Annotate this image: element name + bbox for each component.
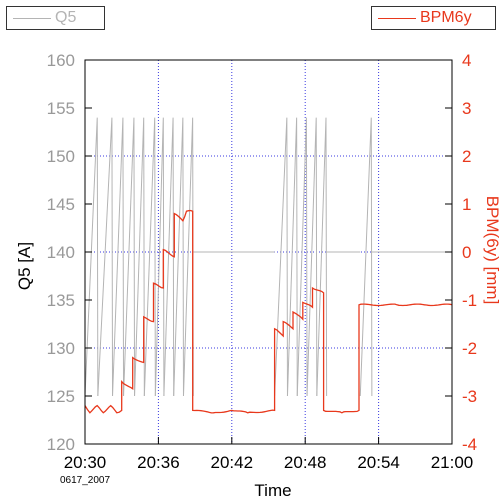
q5-ramp [316, 117, 328, 397]
q5-ramp [163, 117, 175, 397]
left-tick-label: 150 [47, 147, 75, 166]
left-axis-ticks: 120 125 130 135 140 145 150 155 160 [47, 51, 92, 454]
left-tick-label: 145 [47, 195, 75, 214]
y-axis-right-label: BPM(6y) [mm] [483, 196, 502, 305]
q5-ramp [134, 117, 145, 397]
right-tick-label: 1 [462, 195, 471, 214]
x-tick-label: 20:42 [211, 453, 254, 472]
right-tick-label: 4 [462, 51, 471, 70]
left-tick-label: 120 [47, 435, 75, 454]
q5-ramp [154, 117, 165, 397]
right-tick-label: 0 [462, 243, 471, 262]
q5-ramp [296, 117, 308, 397]
q5-ramp [97, 117, 114, 397]
right-tick-label: -1 [462, 291, 477, 310]
x-tick-label: 20:48 [284, 453, 327, 472]
legend-bpm-swatch [378, 17, 416, 19]
q5-ramp [84, 117, 99, 397]
q5-ramp [274, 117, 288, 397]
q5-ramp [173, 117, 184, 397]
left-tick-label: 155 [47, 99, 75, 118]
legend-q5-swatch [13, 17, 51, 19]
legend-q5-label: Q5 [55, 9, 77, 26]
x-tick-label: 20:30 [64, 453, 107, 472]
right-tick-label: 2 [462, 147, 471, 166]
x-tick-label: 21:00 [431, 453, 474, 472]
right-tick-label: -2 [462, 339, 477, 358]
x-tick-label: 20:36 [137, 453, 180, 472]
y-axis-left-label: Q5 [A] [15, 242, 34, 290]
legend-left: Q5 [6, 6, 105, 30]
right-tick-label: 3 [462, 99, 471, 118]
q5-ramp [123, 117, 136, 397]
x-tick-label: 20:54 [357, 453, 400, 472]
chart-annotation: 0617_2007 [60, 475, 110, 486]
right-tick-label: -3 [462, 387, 477, 406]
left-tick-label: 140 [47, 243, 75, 262]
q5-ramp [306, 117, 318, 397]
bpm-series [84, 209, 453, 414]
x-axis-label: Time [254, 481, 291, 500]
q5-ramp [359, 117, 373, 397]
right-axis-ticks: -4 -3 -2 -1 0 1 2 3 4 [445, 51, 477, 454]
left-tick-label: 135 [47, 291, 75, 310]
q5-ramp [143, 117, 156, 397]
x-axis-ticks: 20:30 20:36 20:42 20:48 20:54 21:00 [64, 437, 474, 472]
q5-ramp [112, 117, 125, 397]
legend-bpm-label: BPM6y [420, 9, 472, 26]
left-tick-label: 130 [47, 339, 75, 358]
left-tick-label: 160 [47, 51, 75, 70]
q5-ramp [286, 117, 298, 397]
left-tick-label: 125 [47, 387, 75, 406]
legend-right: BPM6y [371, 6, 496, 30]
right-tick-label: -4 [462, 435, 477, 454]
bpm6y-line [84, 209, 453, 414]
